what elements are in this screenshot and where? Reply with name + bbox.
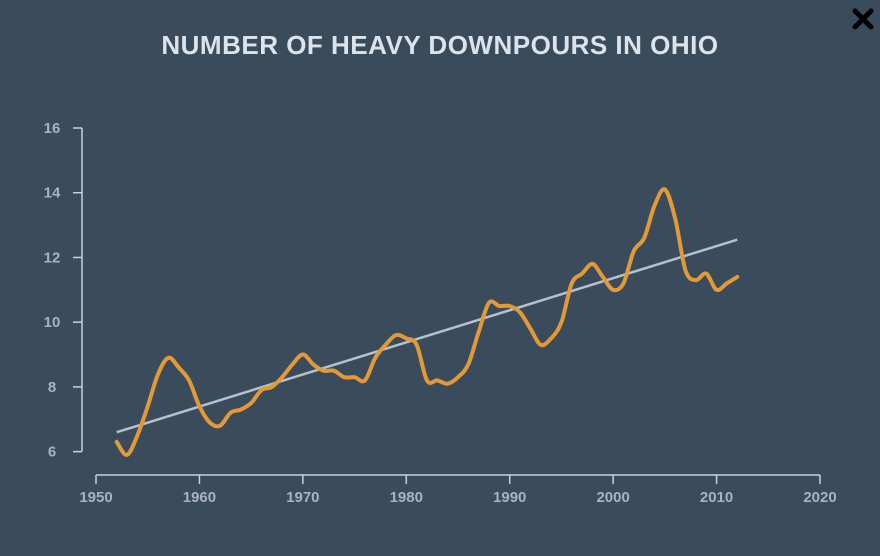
y-tick-label: 10 [44,314,61,331]
y-tick-label: 12 [44,249,61,266]
y-tick-label: 16 [44,120,61,137]
y-tick-label: 6 [48,444,56,461]
x-tick-label: 1990 [493,489,526,506]
x-tick-label: 2020 [803,489,836,506]
x-tick-label: 2000 [596,489,629,506]
chart-title: NUMBER OF HEAVY DOWNPOURS IN OHIO [161,30,719,60]
y-tick-label: 8 [48,379,56,396]
axes [73,127,821,484]
close-button[interactable] [850,6,876,32]
x-tick-label: 1970 [286,489,319,506]
y-tick-labels: 6 8 10 12 14 16 [44,120,61,461]
x-tick-label: 1950 [79,489,112,506]
downpours-series-line [114,187,740,457]
x-tick-label: 2010 [700,489,733,506]
x-tick-label: 1960 [183,489,216,506]
x-tick-labels: 1950 1960 1970 1980 1990 2000 2010 2020 [79,489,836,506]
x-tick-label: 1980 [390,489,423,506]
close-icon [852,8,874,30]
y-tick-label: 14 [44,185,61,202]
trend-line [116,238,738,434]
